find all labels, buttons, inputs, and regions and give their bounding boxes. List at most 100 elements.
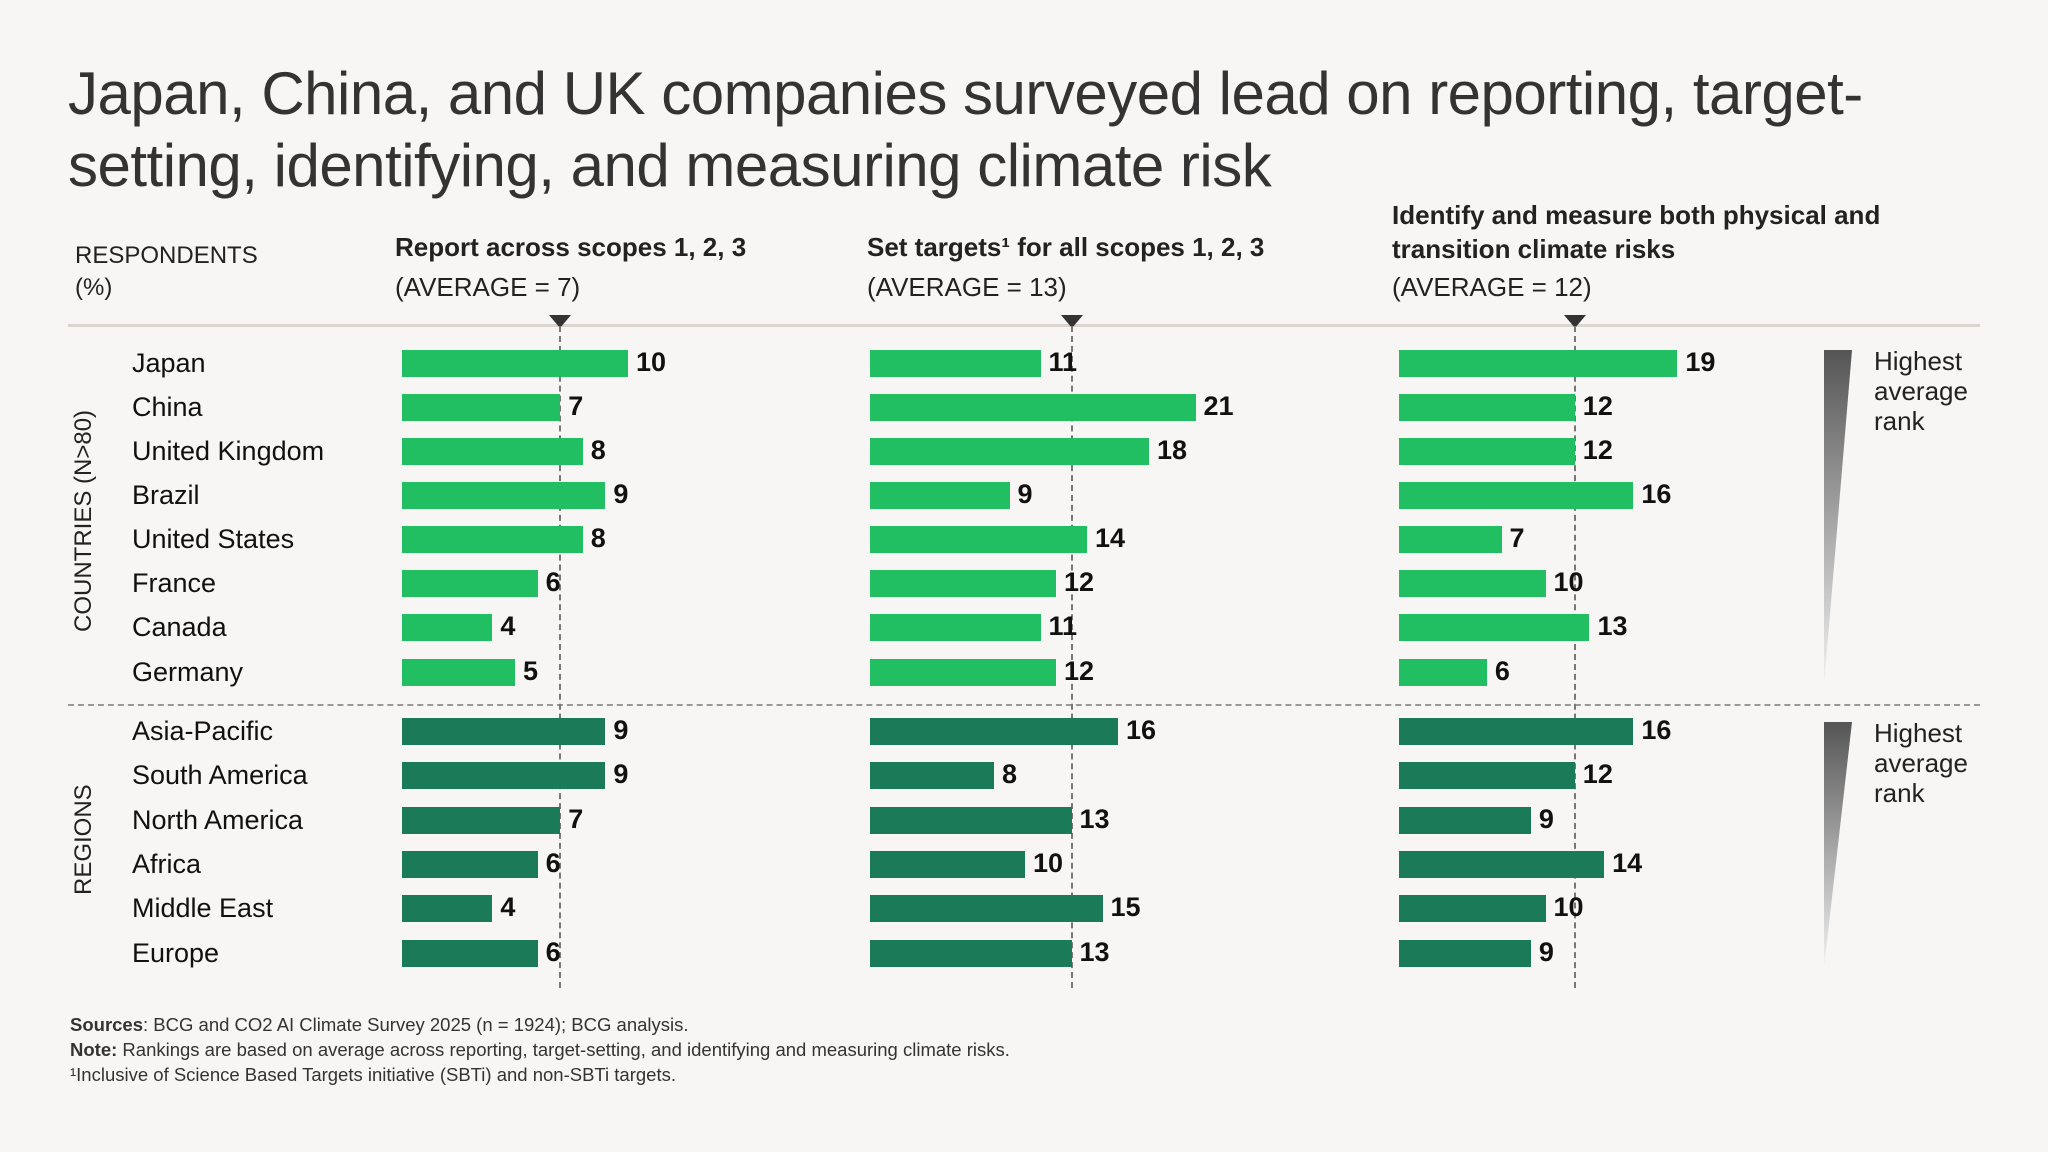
bar-regions-panel-1: [402, 940, 538, 967]
respondents-text: RESPONDENTS: [75, 242, 258, 269]
value-label-countries-panel-2: 18: [1157, 435, 1188, 465]
footnote-sources: Sources: BCG and CO2 AI Climate Survey 2…: [70, 1013, 689, 1037]
panel-1-average: (AVERAGE = 7): [395, 272, 581, 302]
value-label-countries-panel-1: 8: [590, 435, 606, 465]
row-label-france: France: [132, 568, 217, 598]
bar-countries-panel-3: [1399, 350, 1678, 377]
value-label-countries-panel-1: 8: [590, 523, 606, 553]
bar-countries-panel-2: [870, 659, 1056, 686]
value-label-regions-panel-2: 16: [1126, 715, 1157, 745]
bar-regions-panel-2: [870, 851, 1025, 878]
rank-wedge-regions: [1824, 722, 1852, 968]
respondents-label: RESPONDENTS (%): [75, 240, 258, 304]
value-label-countries-panel-3: 12: [1582, 391, 1613, 421]
value-label-regions-panel-2: 10: [1033, 848, 1064, 878]
row-label-middle-east: Middle East: [132, 893, 274, 923]
bar-countries-panel-3: [1399, 570, 1546, 597]
note-text: Rankings are based on average across rep…: [117, 1039, 1010, 1060]
panel-2-title: Set targets¹ for all scopes 1, 2, 3: [867, 232, 1265, 262]
value-label-countries-panel-3: 6: [1494, 656, 1510, 686]
value-label-regions-panel-2: 8: [1002, 759, 1018, 789]
average-marker-panel-3: [1563, 315, 1586, 328]
bar-countries-panel-3: [1399, 659, 1487, 686]
row-label-brazil: Brazil: [132, 480, 200, 510]
bar-countries-panel-2: [870, 350, 1041, 377]
bar-countries-panel-1: [402, 438, 583, 465]
value-label-countries-panel-1: 9: [613, 479, 629, 509]
row-label-north-america: North America: [132, 805, 304, 835]
footnote-1: ¹Inclusive of Science Based Targets init…: [70, 1064, 676, 1085]
average-line-panel-2: [1070, 326, 1073, 988]
panel-1-title: Report across scopes 1, 2, 3: [395, 232, 747, 262]
value-label-countries-panel-3: 10: [1553, 567, 1584, 597]
row-label-united-kingdom: United Kingdom: [132, 436, 325, 466]
value-label-regions-panel-3: 12: [1582, 759, 1613, 789]
bar-countries-panel-1: [402, 482, 606, 509]
bar-countries-panel-2: [870, 614, 1041, 641]
value-label-regions-panel-3: 16: [1641, 715, 1672, 745]
average-line-panel-3: [1573, 326, 1576, 988]
row-label-canada: Canada: [132, 612, 227, 642]
row-label-united-states: United States: [132, 524, 295, 554]
bar-countries-panel-2: [870, 482, 1010, 509]
value-label-regions-panel-1: 4: [500, 892, 516, 922]
rank-legend-regions: Highest average rank: [1874, 718, 1968, 808]
bar-regions-panel-1: [402, 718, 606, 745]
value-label-countries-panel-1: 4: [500, 611, 516, 641]
value-label-regions-panel-3: 9: [1538, 937, 1554, 967]
bar-regions-panel-2: [870, 940, 1072, 967]
bar-countries-panel-1: [402, 526, 583, 553]
value-label-countries-panel-2: 12: [1064, 656, 1095, 686]
bar-countries-panel-3: [1399, 482, 1634, 509]
row-label-germany: Germany: [132, 657, 244, 687]
value-label-countries-panel-3: 7: [1509, 523, 1525, 553]
bar-regions-panel-1: [402, 807, 561, 834]
value-label-countries-panel-2: 11: [1048, 347, 1078, 377]
value-label-countries-panel-2: 11: [1048, 611, 1078, 641]
value-label-countries-panel-3: 13: [1597, 611, 1628, 641]
value-label-countries-panel-2: 9: [1017, 479, 1033, 509]
value-label-countries-panel-3: 16: [1641, 479, 1672, 509]
respondents-unit: (%): [75, 274, 113, 301]
value-label-regions-panel-1: 6: [545, 937, 561, 967]
bar-countries-panel-3: [1399, 526, 1502, 553]
header-divider: [68, 324, 1980, 327]
bar-countries-panel-1: [402, 659, 515, 686]
value-label-regions-panel-1: 7: [568, 804, 584, 834]
panel-2-average: (AVERAGE = 13): [867, 272, 1067, 302]
value-label-regions-panel-2: 13: [1079, 937, 1110, 967]
bar-regions-panel-3: [1399, 762, 1575, 789]
bar-countries-panel-2: [870, 570, 1056, 597]
bar-countries-panel-3: [1399, 394, 1575, 421]
value-label-countries-panel-1: 6: [545, 567, 561, 597]
bar-regions-panel-2: [870, 718, 1118, 745]
value-label-countries-panel-2: 21: [1203, 391, 1234, 421]
bar-regions-panel-2: [870, 807, 1072, 834]
value-label-countries-panel-1: 5: [523, 656, 539, 686]
row-label-europe: Europe: [132, 938, 220, 968]
sources-label: Sources: [70, 1014, 144, 1035]
bar-countries-panel-2: [870, 526, 1087, 553]
sources-text: : BCG and CO2 AI Climate Survey 2025 (n …: [143, 1014, 689, 1035]
bar-regions-panel-3: [1399, 718, 1634, 745]
value-label-countries-panel-3: 12: [1582, 435, 1613, 465]
bar-regions-panel-3: [1399, 895, 1546, 922]
bar-regions-panel-3: [1399, 851, 1605, 878]
value-label-countries-panel-3: 19: [1685, 347, 1716, 377]
bar-regions-panel-1: [402, 895, 493, 922]
row-label-asia-pacific: Asia-Pacific: [132, 716, 274, 746]
footnote-note: Note: Rankings are based on average acro…: [70, 1038, 1010, 1062]
value-label-countries-panel-1: 7: [568, 391, 584, 421]
bar-countries-panel-3: [1399, 438, 1575, 465]
bar-regions-panel-1: [402, 762, 606, 789]
value-label-countries-panel-2: 12: [1064, 567, 1095, 597]
row-label-africa: Africa: [132, 849, 202, 879]
average-line-panel-1: [559, 326, 562, 988]
bar-regions-panel-2: [870, 895, 1103, 922]
average-marker-panel-2: [1060, 315, 1083, 328]
bar-regions-panel-3: [1399, 807, 1531, 834]
average-marker-panel-1: [549, 315, 572, 328]
bar-countries-panel-2: [870, 394, 1196, 421]
bar-regions-panel-2: [870, 762, 994, 789]
bar-countries-panel-1: [402, 570, 538, 597]
